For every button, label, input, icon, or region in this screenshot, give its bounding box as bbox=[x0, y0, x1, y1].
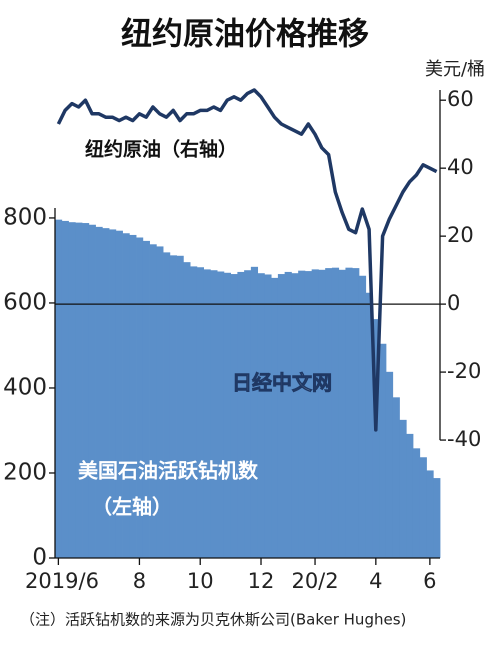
bar bbox=[385, 371, 394, 558]
chart-title: 纽约原油价格推移 bbox=[121, 17, 369, 53]
bar bbox=[210, 270, 218, 558]
bar bbox=[264, 274, 272, 558]
y2-tick-label: 40 bbox=[447, 155, 474, 179]
bar bbox=[142, 240, 150, 559]
bar bbox=[352, 268, 360, 558]
annotation: （左轴） bbox=[92, 495, 172, 519]
y2-tick-label: -20 bbox=[447, 359, 481, 383]
x-tick-label: 20/2 bbox=[291, 569, 338, 593]
bar bbox=[244, 270, 252, 558]
bar bbox=[379, 343, 387, 558]
bar bbox=[88, 224, 96, 559]
annotation: 美国石油活跃钻机数 bbox=[78, 459, 259, 483]
bar bbox=[95, 226, 103, 558]
bar bbox=[82, 223, 90, 558]
bar bbox=[75, 222, 83, 558]
x-tick-label: 2019/6 bbox=[25, 569, 99, 593]
bar bbox=[372, 319, 380, 558]
x-tick-label: 12 bbox=[248, 569, 275, 593]
bar bbox=[102, 228, 110, 558]
bar bbox=[291, 273, 299, 558]
bar bbox=[406, 433, 414, 558]
bar bbox=[196, 267, 204, 558]
bar bbox=[129, 234, 137, 558]
bar bbox=[419, 457, 427, 558]
bar bbox=[223, 272, 232, 558]
y2-axis-label: 美元/桶 bbox=[425, 59, 485, 80]
bar bbox=[412, 448, 421, 558]
y2-tick-label: 0 bbox=[447, 291, 460, 315]
bar bbox=[358, 275, 367, 558]
bar bbox=[68, 222, 76, 559]
y-tick-label: 200 bbox=[3, 459, 47, 485]
bar bbox=[250, 266, 259, 558]
bar bbox=[176, 255, 184, 559]
bar bbox=[55, 219, 63, 558]
bar bbox=[203, 269, 211, 558]
bar bbox=[304, 271, 313, 558]
bar bbox=[331, 267, 340, 558]
bar bbox=[399, 419, 407, 558]
bar bbox=[183, 262, 191, 558]
bar bbox=[217, 271, 225, 558]
bar bbox=[163, 252, 171, 558]
note: （注）活跃钻机数的来源为贝克休斯公司(Baker Hughes) bbox=[20, 611, 406, 629]
bar bbox=[230, 274, 238, 558]
bar bbox=[122, 233, 130, 558]
bar bbox=[136, 237, 144, 558]
bar bbox=[345, 267, 353, 558]
y2-tick-label: 20 bbox=[447, 223, 474, 247]
bar bbox=[237, 271, 245, 558]
bar bbox=[115, 230, 123, 558]
x-tick-label: 6 bbox=[423, 569, 436, 593]
bar bbox=[365, 292, 373, 558]
bar bbox=[325, 268, 333, 558]
bar bbox=[433, 478, 441, 558]
x-tick-label: 4 bbox=[369, 569, 382, 593]
bar bbox=[277, 274, 286, 558]
bar bbox=[109, 229, 117, 558]
y-tick-label: 0 bbox=[32, 545, 47, 571]
y-tick-label: 400 bbox=[3, 374, 47, 400]
bar bbox=[426, 470, 434, 558]
line bbox=[56, 88, 438, 432]
bar bbox=[257, 273, 265, 558]
y2-tick-label: 60 bbox=[447, 87, 474, 111]
bar bbox=[169, 255, 177, 558]
bar bbox=[156, 246, 164, 559]
bar bbox=[338, 269, 346, 558]
bar bbox=[271, 277, 279, 558]
bar bbox=[318, 269, 326, 558]
bar bbox=[298, 270, 306, 558]
bar bbox=[61, 220, 69, 559]
annotation: 日经中文网 bbox=[232, 371, 332, 395]
y-tick-label: 800 bbox=[3, 204, 47, 230]
bar bbox=[284, 271, 292, 558]
y2-tick-label: -40 bbox=[447, 427, 481, 451]
bar bbox=[149, 244, 157, 558]
annotation: 纽约原油（右轴） bbox=[85, 138, 237, 161]
bar bbox=[190, 266, 198, 558]
bar bbox=[392, 397, 400, 558]
bar bbox=[311, 269, 319, 558]
y-tick-label: 600 bbox=[3, 289, 47, 315]
x-tick-label: 8 bbox=[133, 569, 146, 593]
x-tick-label: 10 bbox=[187, 569, 214, 593]
